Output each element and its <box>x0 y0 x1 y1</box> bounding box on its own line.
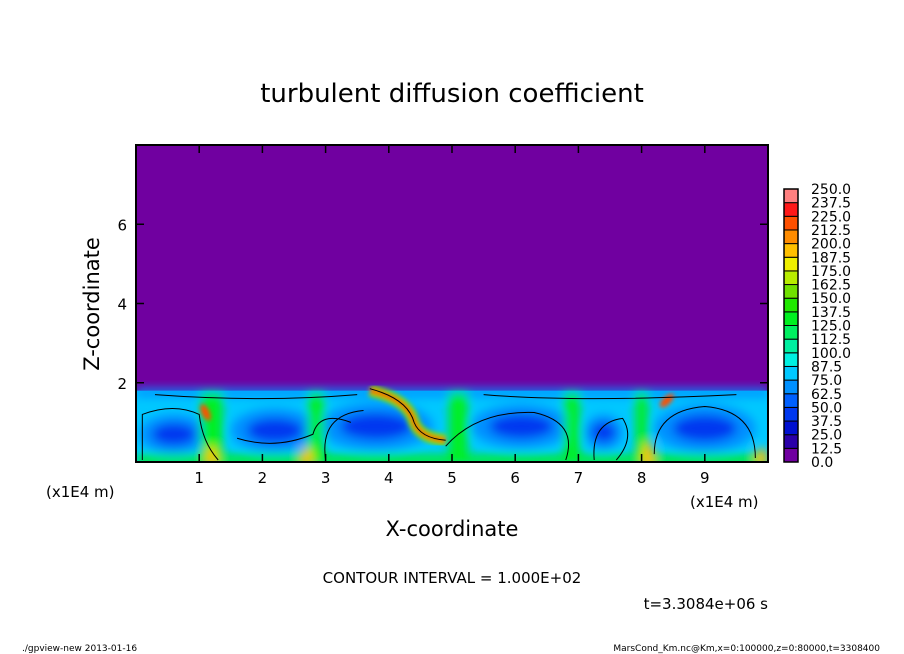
y-tick-label: 4 <box>117 296 127 314</box>
contour-line <box>236 417 352 444</box>
x-unit-right: (x1E4 m) <box>690 493 759 511</box>
colorbar-swatch <box>783 256 799 272</box>
colorbar-frame <box>783 188 799 463</box>
plume-base-hot <box>755 448 768 462</box>
colorbar-label: 25.0 <box>811 428 842 444</box>
colorbar-swatch <box>783 365 799 381</box>
x-tick-label: 5 <box>447 469 457 487</box>
x-tick-label: 7 <box>574 469 584 487</box>
high-diffusion-spot <box>200 404 211 421</box>
vortex-core <box>151 423 196 446</box>
colorbar-swatch <box>783 325 799 340</box>
colorbar-label: 212.5 <box>811 223 851 239</box>
x-axis-label: X-coordinate <box>386 517 519 541</box>
vortex-core <box>340 413 413 440</box>
colorbar-swatch <box>783 270 799 286</box>
colorbar-swatch <box>783 406 799 422</box>
colorbar-label: 250.0 <box>811 182 851 198</box>
contour-interval: CONTOUR INTERVAL = 1.000E+02 <box>323 569 582 587</box>
x-tick-label: 8 <box>637 469 647 487</box>
plume-base-hot <box>641 442 654 462</box>
x-unit-left: (x1E4 m) <box>46 483 115 501</box>
time-label: t=3.3084e+06 s <box>644 595 769 613</box>
vortex-core <box>489 414 554 439</box>
colorbar-swatch <box>783 420 799 436</box>
contour-line <box>445 411 570 461</box>
colorbar-label: 137.5 <box>811 305 851 321</box>
contour-line <box>653 406 756 459</box>
colorbar-label: 75.0 <box>811 373 842 389</box>
colorbar-label: 12.5 <box>811 441 842 457</box>
colorbar-swatch <box>783 434 799 449</box>
colorbar-label: 87.5 <box>811 359 842 375</box>
colorbar-label: 162.5 <box>811 278 851 294</box>
chart-title: turbulent diffusion coefficient <box>260 79 644 109</box>
y-tick-label: 6 <box>117 216 127 234</box>
colorbar-label: 225.0 <box>811 209 851 225</box>
x-tick-label: 3 <box>321 469 331 487</box>
vortex-core <box>247 418 304 443</box>
colorbar-label: 187.5 <box>811 250 851 266</box>
colorbar-swatch <box>783 311 799 327</box>
colorbar-swatch <box>783 229 799 245</box>
colorbar-label: 0.0 <box>811 455 833 471</box>
colorbar-swatch <box>783 352 799 367</box>
colorbar-label: 112.5 <box>811 332 851 348</box>
contour-line <box>141 408 219 461</box>
colorbar-label: 150.0 <box>811 291 851 307</box>
vortex-core <box>672 415 737 442</box>
colorbar-label: 62.5 <box>811 387 842 403</box>
plot-field <box>136 145 768 462</box>
updraft-plume <box>564 392 580 462</box>
colorbar-swatch <box>783 447 799 463</box>
footer-left: ./gpview-new 2013-01-16 <box>22 644 137 654</box>
x-tick-label: 1 <box>194 469 204 487</box>
plume-base-hot <box>300 448 313 462</box>
colorbar-swatch <box>783 338 799 354</box>
contour-line <box>324 409 364 461</box>
colorbar-label: 100.0 <box>811 346 851 362</box>
colorbar-label: 237.5 <box>811 196 851 212</box>
colorbar-swatch <box>783 297 799 313</box>
colorbar-swatch <box>783 243 799 258</box>
colorbar-swatch <box>783 379 799 395</box>
colorbar-swatch <box>783 284 799 299</box>
y-tick-label: 2 <box>117 375 127 393</box>
footer-right: MarsCond_Km.nc@Km,x=0:100000,z=0:80000,t… <box>613 644 880 654</box>
contour-line <box>154 394 737 400</box>
vortex-core <box>591 422 616 443</box>
colorbar-label: 50.0 <box>811 400 842 416</box>
x-tick-label: 6 <box>510 469 520 487</box>
y-axis-label: Z-coordinate <box>80 237 104 371</box>
colorbar-label: 175.0 <box>811 264 851 280</box>
colorbar-label: 125.0 <box>811 319 851 335</box>
colorbar-label: 200.0 <box>811 237 851 253</box>
updraft-plume <box>448 392 468 462</box>
x-tick-label: 4 <box>384 469 394 487</box>
colorbar-swatch <box>783 215 799 231</box>
colorbar-label: 37.5 <box>811 414 842 430</box>
colorbar-swatch <box>783 202 799 217</box>
x-tick-label: 9 <box>700 469 710 487</box>
colorbar-swatch <box>783 188 799 204</box>
colorbar-swatch <box>783 393 799 408</box>
contour-line <box>369 388 446 441</box>
plume-base-hot <box>205 446 218 462</box>
contour-line <box>593 417 629 461</box>
x-tick-label: 2 <box>258 469 268 487</box>
